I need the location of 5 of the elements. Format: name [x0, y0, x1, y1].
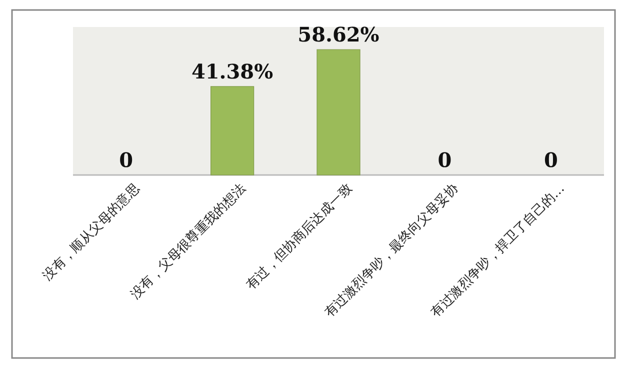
data-label: 58.62%: [298, 22, 380, 47]
data-label: 0: [544, 148, 558, 172]
data-label: 0: [119, 148, 134, 172]
data-label: 0: [438, 148, 452, 172]
data-label: 41.38%: [191, 59, 274, 84]
